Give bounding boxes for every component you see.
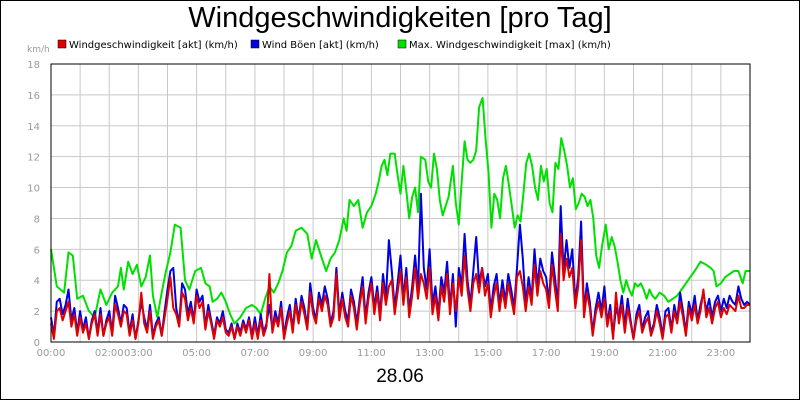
legend-label-1: Wind Böen [akt] (km/h) — [262, 40, 379, 51]
chart-title: Windgeschwindigkeiten [pro Tag] — [188, 2, 612, 34]
x-tick-label-10: 19:00 — [590, 348, 619, 359]
x-tick-label-3: 05:00 — [182, 348, 211, 359]
y-tick-label-3: 6 — [34, 245, 40, 256]
x-tick-label-4: 07:00 — [240, 348, 269, 359]
x-tick-label-11: 21:00 — [648, 348, 677, 359]
y-tick-label-6: 12 — [27, 153, 40, 164]
y-axis-ticks: 0 2 4 6 8 10 12 14 16 18 — [27, 60, 40, 349]
y-tick-label-9: 18 — [27, 60, 40, 71]
y-tick-label-2: 4 — [34, 276, 40, 287]
y-tick-label-1: 2 — [34, 307, 40, 318]
y-tick-label-5: 10 — [27, 184, 40, 195]
legend-label-0: Windgeschwindigkeit [akt] (km/h) — [69, 40, 238, 51]
x-tick-label-12: 23:00 — [706, 348, 735, 359]
x-tick-label-8: 15:00 — [473, 348, 502, 359]
y-tick-label-0: 0 — [34, 338, 40, 349]
x-tick-label-2: 03:00 — [124, 348, 153, 359]
x-tick-label-1: 02:00 — [95, 348, 124, 359]
y-tick-label-7: 14 — [27, 122, 40, 133]
y-tick-label-8: 16 — [27, 91, 40, 102]
y-tick-label-4: 8 — [34, 214, 40, 225]
legend: Windgeschwindigkeit [akt] (km/h) Wind Böe… — [57, 39, 611, 51]
x-tick-label-6: 11:00 — [357, 348, 386, 359]
series-lines — [50, 97, 751, 340]
series-line-2 — [50, 232, 750, 340]
legend-swatch-2 — [397, 39, 407, 49]
x-tick-label-5: 09:00 — [299, 348, 328, 359]
grid — [50, 63, 751, 343]
x-tick-label-7: 13:00 — [415, 348, 444, 359]
x-axis-date-label: 28.06 — [376, 366, 424, 387]
x-tick-label-9: 17:00 — [532, 348, 561, 359]
x-axis-ticks: 00:00 02:00 03:00 05:00 07:00 09:00 11:00 13:00… — [37, 348, 736, 359]
y-axis-unit: km/h — [27, 45, 50, 55]
legend-label-2: Max. Windgeschwindigkeit [max] (km/h) — [409, 40, 611, 51]
plot-area — [50, 63, 751, 343]
legend-swatch-0 — [57, 39, 67, 49]
legend-swatch-1 — [250, 39, 260, 49]
series-line-0 — [50, 97, 750, 325]
x-tick-label-0: 00:00 — [37, 348, 66, 359]
